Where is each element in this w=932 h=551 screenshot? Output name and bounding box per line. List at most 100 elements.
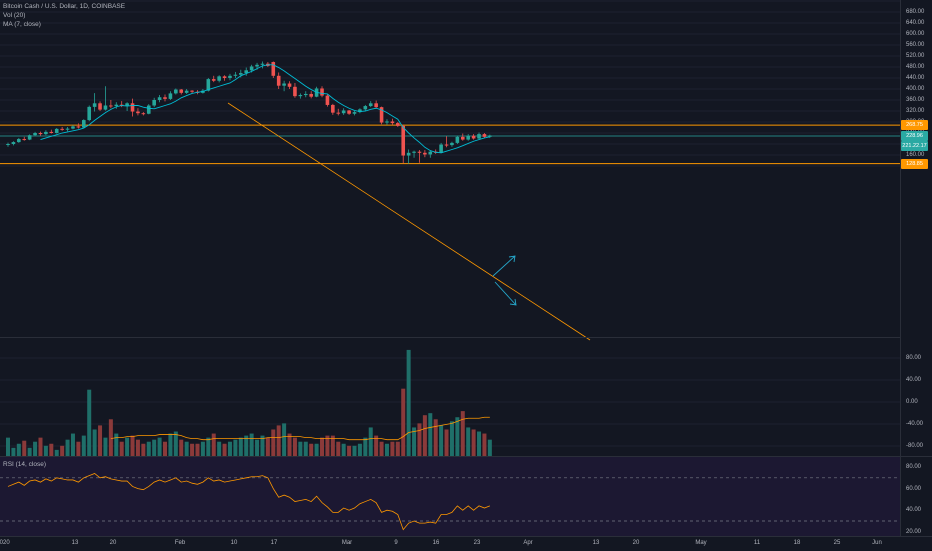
candle-body xyxy=(239,73,243,75)
price-tick: 160.00 xyxy=(906,152,925,158)
price-chart-svg[interactable] xyxy=(0,0,900,341)
volume-bar xyxy=(482,433,487,456)
volume-bar xyxy=(309,443,314,456)
pane-separator[interactable] xyxy=(0,456,932,457)
volume-bar xyxy=(125,437,130,456)
volume-bar xyxy=(33,441,38,456)
volume-bar xyxy=(157,437,162,456)
trendline xyxy=(227,102,591,341)
volume-bar xyxy=(330,435,335,456)
candle-body xyxy=(287,83,292,87)
candle-body xyxy=(190,90,194,92)
volume-bar xyxy=(401,388,406,456)
volume-bar xyxy=(471,429,476,456)
candle-body xyxy=(233,74,238,76)
volume-bar xyxy=(173,431,178,456)
volume-bar xyxy=(255,439,260,456)
candle-body xyxy=(379,107,384,123)
time-tick: 10 xyxy=(230,540,238,546)
ma-line xyxy=(40,64,490,154)
ma-legend[interactable]: MA (7, close) xyxy=(3,21,41,28)
volume-bar xyxy=(65,439,70,456)
candle-body xyxy=(76,126,81,128)
candle-body xyxy=(60,128,64,130)
candle-body xyxy=(157,97,162,100)
volume-bar xyxy=(119,441,124,456)
rsi-tick: 80.00 xyxy=(906,464,922,470)
volume-bar xyxy=(477,431,482,456)
time-tick: 13 xyxy=(71,540,79,546)
rsi-pane[interactable]: RSI (14, close) xyxy=(0,457,900,536)
volume-bar xyxy=(303,441,308,456)
candle-body xyxy=(390,121,395,124)
candle-body xyxy=(33,133,37,136)
price-tick: 640.00 xyxy=(906,20,925,26)
volume-tick: 40.00 xyxy=(906,377,922,383)
volume-bar xyxy=(190,443,195,456)
candle-body xyxy=(6,144,10,145)
volume-bar xyxy=(292,437,297,456)
candle-body xyxy=(109,105,113,107)
volume-bar xyxy=(433,419,438,456)
volume-bar xyxy=(265,437,270,456)
volume-bar xyxy=(227,441,232,456)
volume-bar xyxy=(460,411,465,456)
volume-bar xyxy=(282,423,287,456)
candle-body xyxy=(163,97,167,99)
symbol-legend[interactable]: Bitcoin Cash / U.S. Dollar, 1D, COINBASE xyxy=(3,3,126,10)
time-tick: May xyxy=(695,540,707,546)
price-tick: 440.00 xyxy=(906,75,925,81)
volume-bar xyxy=(76,441,81,456)
price-tick: 600.00 xyxy=(906,31,925,37)
candle-body xyxy=(298,95,303,97)
candle-body xyxy=(401,125,406,156)
volume-bar xyxy=(195,443,200,456)
price-axis[interactable]: 680.00 640.00 600.00 560.00 520.00 480.00 440.… xyxy=(900,0,932,536)
candle-body xyxy=(374,103,378,108)
candle-body xyxy=(49,131,54,133)
candle-body xyxy=(125,103,129,106)
volume-legend[interactable]: Vol (20) xyxy=(3,12,26,19)
candle-body xyxy=(450,142,454,146)
volume-bar xyxy=(179,439,184,456)
volume-bar xyxy=(406,349,411,456)
candle-body xyxy=(412,151,416,153)
volume-bar xyxy=(103,437,108,456)
volume-bar xyxy=(43,445,48,456)
volume-chart-svg xyxy=(0,349,900,456)
candle-body xyxy=(103,105,108,110)
volume-bar xyxy=(336,441,341,456)
candle-body xyxy=(439,144,443,153)
candle-body xyxy=(320,88,324,96)
candle-body xyxy=(385,121,389,123)
candle-body xyxy=(168,93,173,99)
price-tick: 360.00 xyxy=(906,97,925,103)
candle-body xyxy=(17,139,21,143)
candle-body xyxy=(336,112,341,114)
volume-bar xyxy=(341,443,346,456)
candle-body xyxy=(146,105,151,114)
pane-separator[interactable] xyxy=(0,337,900,338)
candle-body xyxy=(255,64,259,67)
main-chart-pane[interactable]: Bitcoin Cash / U.S. Dollar, 1D, COINBASE… xyxy=(0,0,900,341)
price-label-support: 128.85 xyxy=(901,158,928,169)
price-tick: 560.00 xyxy=(906,42,925,48)
candle-body xyxy=(87,106,92,121)
candle-body xyxy=(309,93,313,97)
volume-bar xyxy=(260,435,265,456)
candle-body xyxy=(293,86,297,97)
candle-body xyxy=(417,151,422,153)
price-tick: 480.00 xyxy=(906,64,925,70)
volume-bar xyxy=(287,433,292,456)
volume-bar xyxy=(347,445,352,456)
rsi-legend[interactable]: RSI (14, close) xyxy=(3,461,46,468)
time-axis[interactable]: 2020 13 20 Feb 10 17 Mar 9 16 23 Apr 13 20 May 11 18 25 J… xyxy=(0,536,932,551)
volume-bar xyxy=(38,437,43,456)
volume-pane[interactable] xyxy=(0,338,900,456)
price-label-cyan: 221.22.17 xyxy=(901,141,928,152)
volume-bar xyxy=(54,449,59,456)
time-tick: 25 xyxy=(833,540,841,546)
candle-body xyxy=(71,126,75,129)
candle-body xyxy=(54,128,59,133)
volume-bar xyxy=(439,425,444,456)
